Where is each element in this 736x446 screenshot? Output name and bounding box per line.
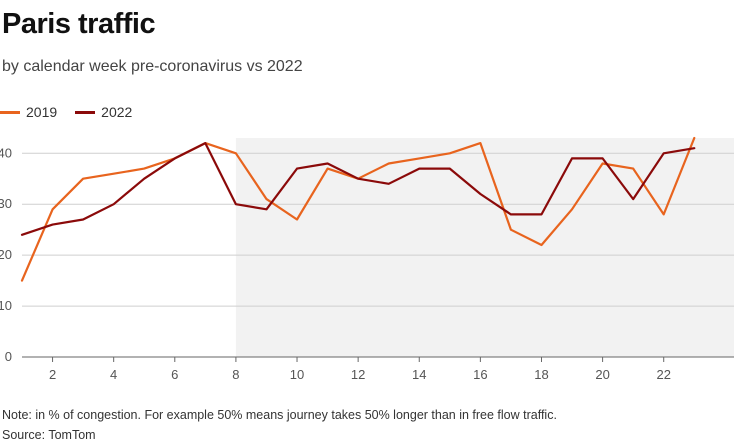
x-tick-label: 22 <box>656 367 670 382</box>
x-tick-label: 6 <box>171 367 178 382</box>
chart-subtitle: by calendar week pre-coronavirus vs 2022 <box>2 58 303 75</box>
legend-label-2019: 2019 <box>26 104 58 120</box>
grid-layer <box>22 152 734 307</box>
x-tick-label: 10 <box>290 367 304 382</box>
x-tick-label: 12 <box>351 367 365 382</box>
x-tick-label: 16 <box>473 367 487 382</box>
axis-layer: 0 10 20 30 40 2 4 6 8 10 12 14 16 18 20 22 <box>0 145 734 382</box>
x-tick-label: 20 <box>595 367 609 382</box>
legend-item-2019: 2019 <box>0 104 57 120</box>
source-credit: Source: TomTom <box>2 428 96 442</box>
line-chart: 0 10 20 30 40 2 4 6 8 10 12 14 16 18 20 22 <box>0 136 734 382</box>
series-line-2022 <box>20 142 696 236</box>
shaded-region <box>235 138 734 357</box>
y-tick-label: 20 <box>0 247 12 262</box>
y-tick-label: 10 <box>0 298 12 313</box>
chart-title: Paris traffic <box>2 8 156 40</box>
x-tick-label: 8 <box>232 367 239 382</box>
x-tick-label: 4 <box>110 367 117 382</box>
legend-swatch-2019 <box>0 110 20 114</box>
y-tick-label: 0 <box>5 349 12 364</box>
series-layer <box>20 136 696 282</box>
x-tick-label: 2 <box>49 367 56 382</box>
shaded-region-layer <box>235 138 734 357</box>
footnote: Note: in % of congestion. For example 50… <box>2 408 557 422</box>
legend-item-2022: 2022 <box>75 104 132 120</box>
y-tick-label: 30 <box>0 196 12 211</box>
legend-swatch-2022 <box>75 110 96 114</box>
legend: 2019 2022 <box>0 104 150 120</box>
legend-label-2022: 2022 <box>101 104 133 120</box>
y-tick-label: 40 <box>0 145 12 160</box>
x-tick-label: 18 <box>534 367 548 382</box>
x-tick-label: 14 <box>412 367 426 382</box>
